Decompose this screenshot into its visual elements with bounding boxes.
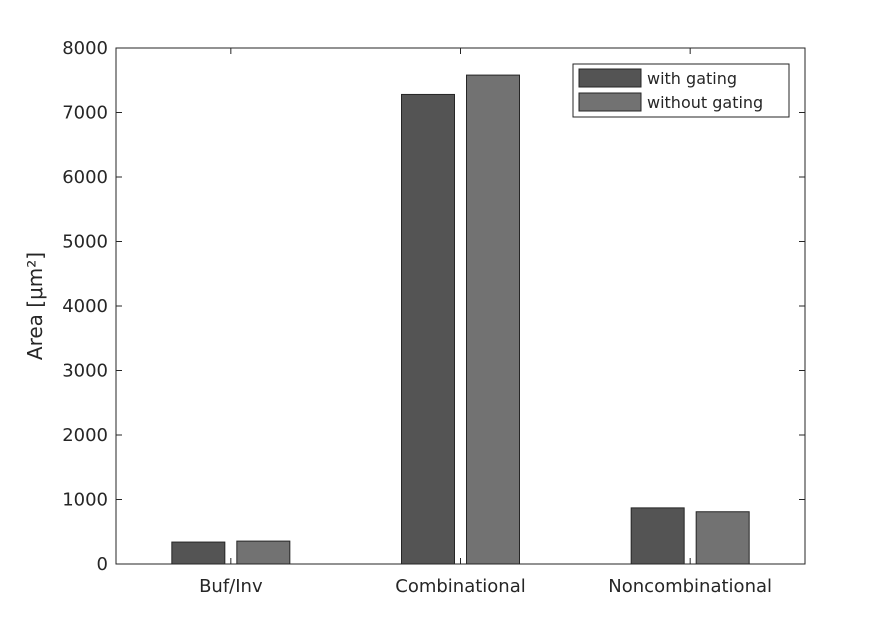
legend: with gating without gating — [572, 63, 790, 118]
y-tick-label: 8000 — [62, 38, 108, 59]
axis-ticks — [116, 47, 805, 565]
legend-swatch-without-gating — [578, 92, 642, 112]
bar-2-series-1 — [695, 511, 750, 565]
y-tick-label: 2000 — [62, 425, 108, 446]
y-tick-label: 5000 — [62, 232, 108, 253]
y-tick-label: 6000 — [62, 167, 108, 188]
y-tick-label: 4000 — [62, 296, 108, 317]
x-tick-label: Buf/Inv — [199, 576, 263, 597]
y-tick-label: 1000 — [62, 490, 108, 511]
y-axis-label: Area [μm²] — [23, 252, 47, 360]
bar-1-series-1 — [466, 74, 520, 565]
y-tick-label: 3000 — [62, 361, 108, 382]
y-tick-label: 7000 — [62, 103, 108, 124]
y-tick-label: 0 — [97, 554, 108, 575]
legend-label-with-gating: with gating — [647, 69, 737, 88]
bar-0-series-0 — [171, 541, 226, 565]
bar-1-series-0 — [401, 93, 455, 565]
x-tick-labels: Buf/Inv Combinational Noncombinational — [199, 576, 772, 597]
x-tick-label: Noncombinational — [608, 576, 772, 597]
y-tick-labels: 0 1000 2000 3000 4000 5000 6000 7000 8000 — [62, 38, 108, 575]
bars-layer — [171, 74, 750, 565]
x-tick-label: Combinational — [395, 576, 526, 597]
bar-0-series-1 — [236, 540, 291, 565]
legend-label-without-gating: without gating — [647, 93, 763, 112]
legend-swatch-with-gating — [578, 68, 642, 88]
bar-2-series-0 — [630, 507, 685, 565]
